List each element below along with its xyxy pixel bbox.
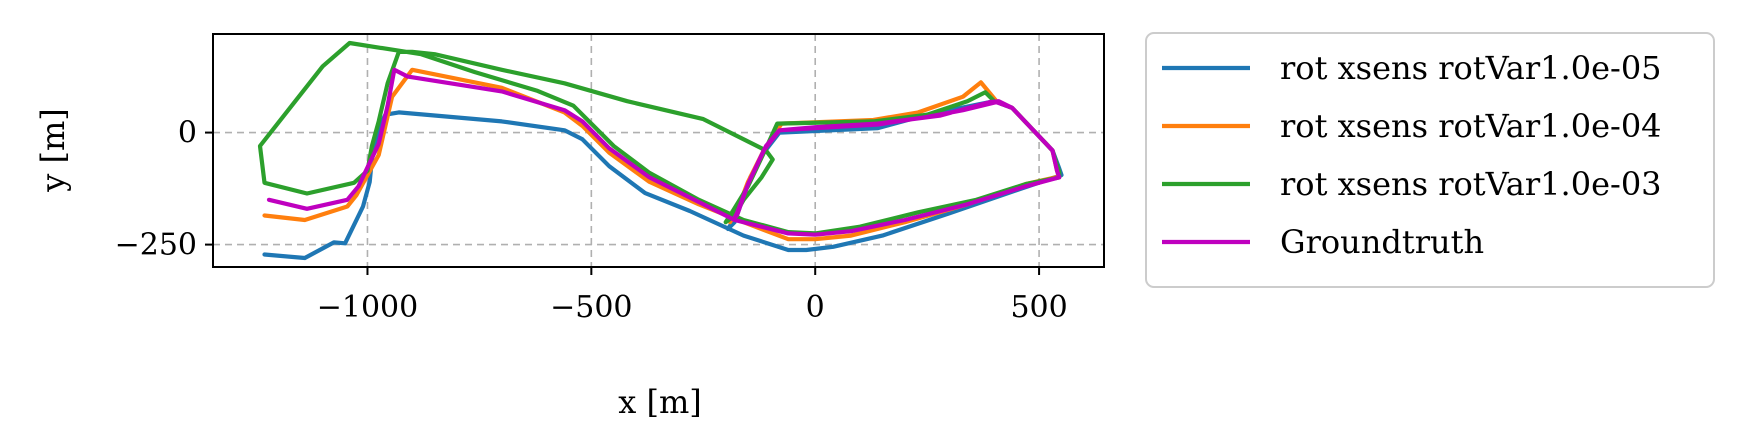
series-line [262, 67, 1062, 242]
x-tick-label: −1000 [317, 290, 418, 325]
y-tick-label: −250 [115, 228, 197, 263]
legend-label: rot xsens rotVar1.0e-05 [1280, 49, 1662, 87]
series-line [266, 67, 1062, 237]
series-lines [257, 40, 1064, 261]
legend-label: Groundtruth [1280, 223, 1484, 261]
x-tick-label: −500 [550, 290, 632, 325]
series-line [257, 40, 1062, 236]
x-axis-label: x [m] [618, 383, 702, 421]
plot-frame [212, 33, 1105, 268]
legend-label: rot xsens rotVar1.0e-04 [1280, 107, 1662, 145]
y-tick-label: 0 [178, 116, 197, 151]
y-axis-label: y [m] [34, 108, 72, 193]
x-tick-label: 0 [806, 290, 825, 325]
legend: rot xsens rotVar1.0e-05 rot xsens rotVar1… [1145, 32, 1715, 288]
legend-label: rot xsens rotVar1.0e-03 [1280, 165, 1662, 203]
legend-box [1145, 32, 1715, 288]
plot-area [212, 33, 1105, 268]
axis-ticks: −1000 −500 0 500 −250 0 [115, 116, 1068, 325]
x-tick-label: 500 [1010, 290, 1067, 325]
